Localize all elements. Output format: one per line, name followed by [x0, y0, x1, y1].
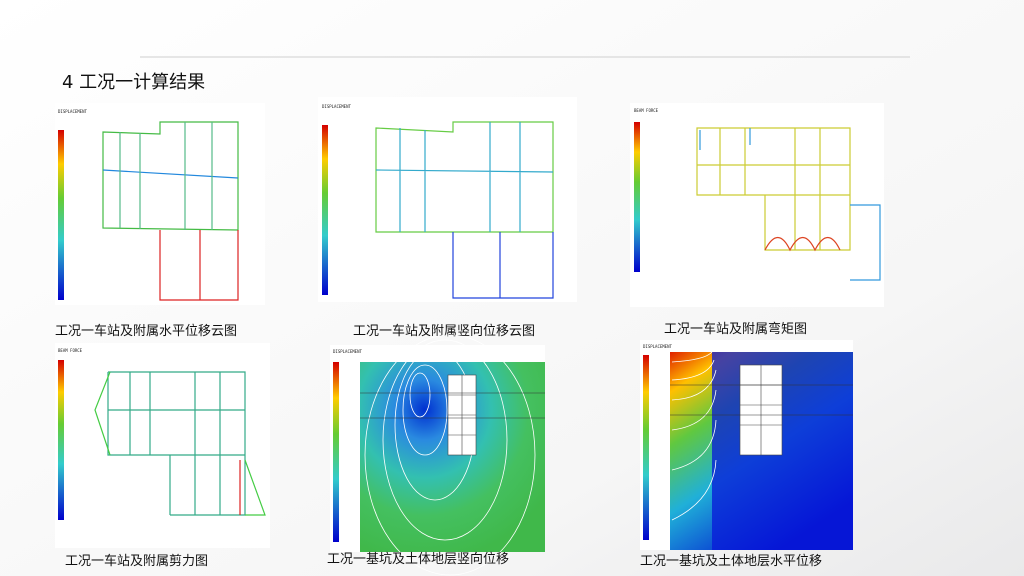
legend-bar: [58, 130, 64, 300]
panel: DISPLACEMENT: [55, 103, 265, 305]
structure: [739, 364, 783, 456]
structure: [94, 371, 266, 516]
legend-bar: [643, 355, 649, 540]
contours: [364, 334, 536, 576]
strata-line: [670, 384, 853, 416]
panel-label: DISPLACEMENT: [333, 349, 362, 354]
panel-label: DISPLACEMENT: [58, 109, 87, 114]
caption: 工况一基坑及土体地层竖向位移: [327, 551, 509, 567]
panel: DISPLACEMENT: [318, 97, 577, 302]
structure: [447, 374, 477, 456]
structure: [102, 121, 239, 301]
slide-title: 4 工况一计算结果: [62, 72, 205, 93]
panel: BEAM FORCE: [630, 103, 884, 307]
panel: BEAM FORCE: [55, 343, 270, 548]
caption: 工况一车站及附属剪力图: [65, 553, 208, 569]
caption: 工况一车站及附属竖向位移云图: [353, 323, 535, 339]
structure: [696, 127, 881, 281]
contours: [671, 351, 717, 521]
structure: [375, 121, 554, 299]
panel-label: DISPLACEMENT: [322, 104, 351, 109]
legend-bar: [58, 360, 64, 520]
caption: 工况一车站及附属水平位移云图: [55, 323, 237, 339]
contour-field: [712, 352, 853, 550]
caption: 工况一基坑及土体地层水平位移: [640, 554, 822, 569]
panel: DISPLACEMENT: [330, 334, 545, 576]
legend-bar: [634, 122, 640, 272]
panel-label: DISPLACEMENT: [643, 344, 672, 349]
legend-bar: [322, 125, 328, 295]
caption: 工况一车站及附属弯矩图: [664, 321, 807, 337]
panel-bg: [630, 103, 884, 307]
panel: DISPLACEMENT: [640, 340, 853, 550]
legend-bar: [333, 362, 339, 542]
panel-bg: [318, 97, 577, 302]
panel-bg: [55, 343, 270, 548]
panel-label: BEAM FORCE: [634, 108, 659, 113]
strata-line: [360, 392, 545, 419]
panel-label: BEAM FORCE: [58, 348, 83, 353]
